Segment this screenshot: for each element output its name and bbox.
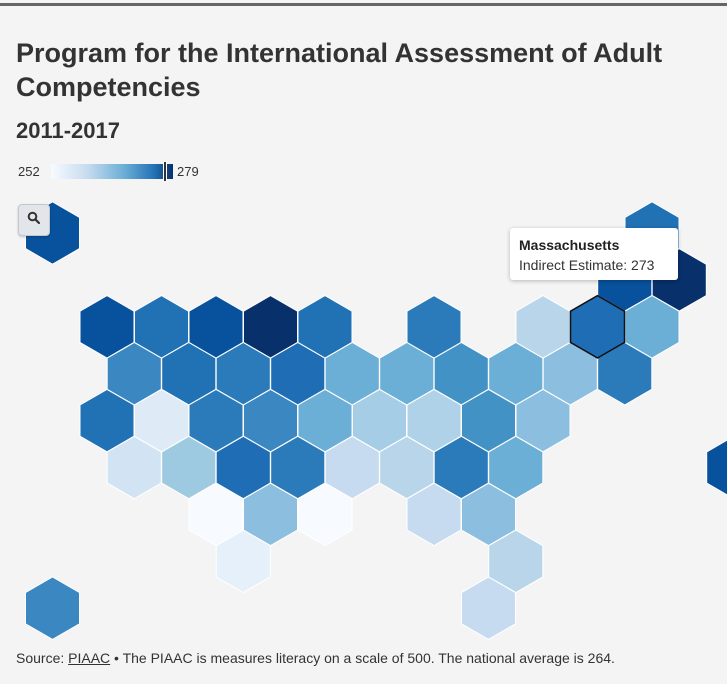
source-text: • The PIAAC is measures literacy on a sc… <box>110 650 615 666</box>
state-hex[interactable] <box>297 482 353 547</box>
legend-min: 252 <box>18 164 40 179</box>
tooltip-state-name: Massachusetts <box>519 237 620 253</box>
page-subtitle: 2011-2017 <box>16 118 120 143</box>
page-title: Program for the International Assessment… <box>16 38 663 102</box>
legend-marker <box>163 162 167 181</box>
state-hex[interactable] <box>215 529 271 594</box>
map-tooltip: Massachusetts Indirect Estimate: 273 <box>510 228 678 280</box>
legend-gradient-bar <box>51 164 173 179</box>
state-hex[interactable] <box>25 576 80 640</box>
zoom-button[interactable] <box>18 204 50 236</box>
source-note: Source: PIAAC • The PIAAC is measures li… <box>16 650 615 666</box>
legend-max: 279 <box>177 164 199 179</box>
search-icon <box>27 211 41 230</box>
state-hex-highlighted[interactable] <box>569 294 626 359</box>
state-hex[interactable] <box>461 576 516 640</box>
top-rule <box>0 3 727 6</box>
source-prefix: Source: <box>16 650 69 666</box>
color-legend: 252 279 <box>18 162 218 182</box>
state-hex[interactable] <box>706 436 727 498</box>
tooltip-estimate: Indirect Estimate: 273 <box>519 257 655 273</box>
source-link[interactable]: PIAAC <box>68 650 111 666</box>
